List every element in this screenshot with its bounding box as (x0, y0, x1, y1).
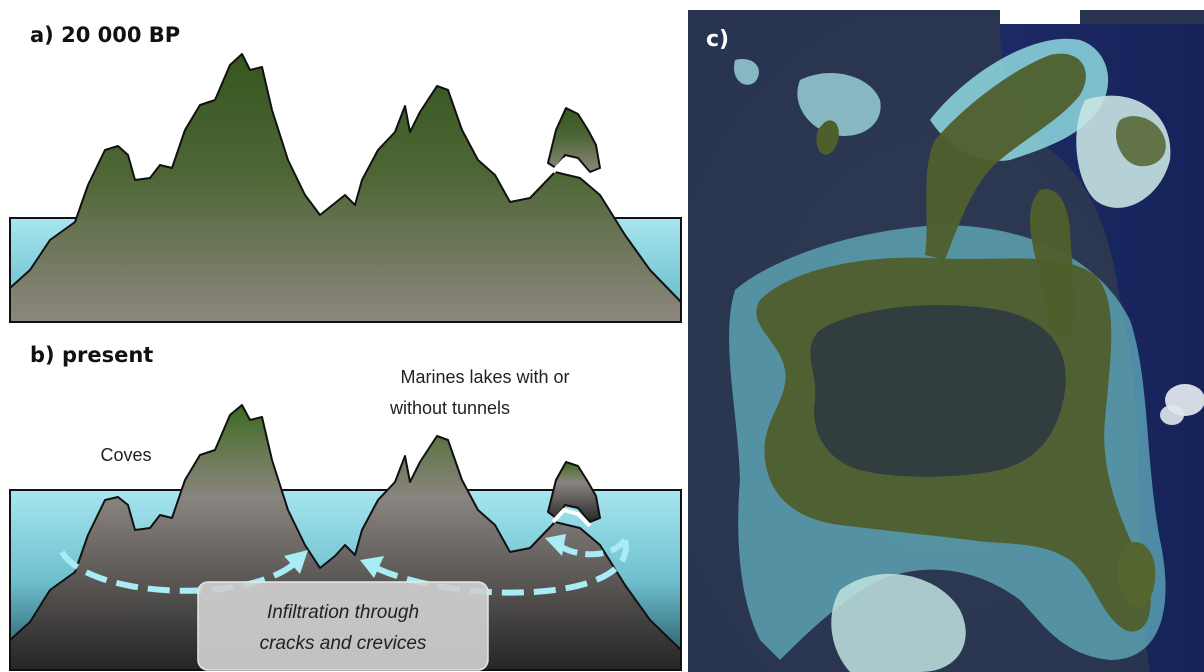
marine-lakes-label-line2: without tunnels (389, 398, 510, 418)
infiltration-arrowhead-right (360, 556, 384, 578)
reef-patch-w (734, 59, 759, 85)
panel-a-crack (551, 157, 592, 178)
panel-a: a) 20 000 BP (9, 23, 682, 323)
infiltration-arrow-left (59, 550, 303, 594)
panel-c: c) (688, 10, 1204, 672)
islet-west (816, 120, 839, 155)
island-east-ridge (1030, 189, 1075, 340)
panel-a-islet (547, 107, 601, 173)
reef-flat-south (831, 573, 966, 672)
panel-b-label: b) present (30, 343, 153, 367)
infiltration-text-line1: Infiltration through (267, 602, 419, 623)
island-inner-lagoon (810, 305, 1066, 477)
marine-lakes-label-line1: Marines lakes with or (400, 367, 569, 387)
islet-south-east (1117, 541, 1156, 609)
cloud-puff (1160, 405, 1184, 425)
panel-b-landscape (9, 404, 682, 671)
panel-a-label: a) 20 000 BP (30, 23, 180, 47)
infiltration-box (197, 581, 489, 671)
panel-c-label: c) (706, 27, 729, 52)
panel-b-islet (547, 461, 601, 523)
infiltration-text-line2: cracks and crevices (260, 633, 427, 654)
island-northeast-tip (1115, 116, 1166, 167)
infiltration-arrowhead-left (284, 550, 308, 574)
infiltration-arrow-islet (558, 537, 628, 558)
panel-a-landscape (9, 53, 682, 323)
coves-label: Coves (100, 445, 151, 465)
infiltration-arrow-right (370, 539, 629, 596)
reef-patch-nw (797, 72, 881, 136)
panel-b: Infiltration through cracks and crevices… (9, 343, 682, 671)
island-north-arm (925, 53, 1086, 261)
panel-b-crack (551, 507, 592, 528)
infiltration-arrowhead-islet (545, 534, 566, 556)
satellite-white-corner (1000, 10, 1080, 24)
